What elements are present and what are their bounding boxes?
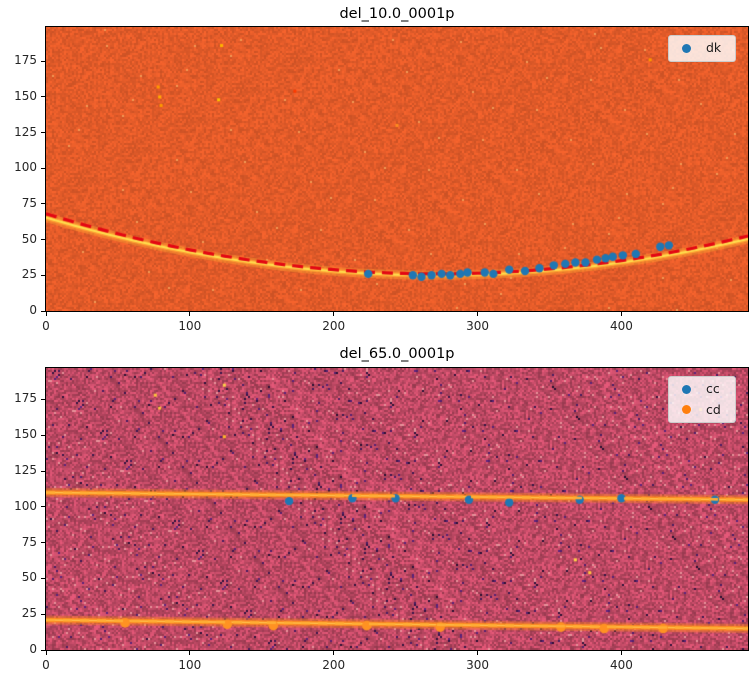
x-tick-label: 300 bbox=[466, 658, 489, 672]
legend-marker-cd-icon bbox=[682, 405, 691, 415]
x-tick-label: 200 bbox=[322, 319, 346, 333]
x-tick-label: 200 bbox=[322, 658, 346, 672]
y-tick-label: 75 bbox=[21, 195, 37, 210]
subplot-bottom-heatmap bbox=[45, 367, 749, 651]
y-tick-label: 50 bbox=[21, 231, 37, 246]
y-tick-label: 150 bbox=[14, 88, 37, 103]
y-tick-mark bbox=[41, 60, 45, 62]
x-tick-label: 0 bbox=[42, 319, 50, 333]
x-tick-mark bbox=[333, 312, 335, 316]
y-tick-mark bbox=[41, 434, 45, 436]
y-tick-label: 125 bbox=[14, 463, 37, 478]
legend-label-cc: cc bbox=[706, 381, 720, 396]
legend-label-dk: dk bbox=[706, 40, 722, 55]
subplot-top-heatmap bbox=[45, 26, 749, 312]
x-tick-label: 100 bbox=[178, 319, 202, 333]
y-tick-mark bbox=[41, 167, 45, 169]
x-tick-mark bbox=[45, 312, 47, 316]
x-tick-label: 300 bbox=[466, 319, 489, 333]
y-tick-label: 0 bbox=[29, 303, 37, 317]
subplot-top-legend: dk bbox=[668, 35, 737, 62]
y-tick-mark bbox=[41, 96, 45, 98]
x-tick-label: 400 bbox=[609, 658, 633, 672]
x-tick-mark bbox=[477, 651, 479, 655]
y-tick-mark bbox=[41, 506, 45, 508]
x-tick-mark bbox=[620, 312, 622, 316]
legend-entry-cc: cc bbox=[682, 381, 721, 396]
x-tick-mark bbox=[189, 312, 191, 316]
x-tick-label: 400 bbox=[609, 319, 633, 333]
y-tick-mark bbox=[41, 613, 45, 615]
x-tick-mark bbox=[45, 651, 47, 655]
y-tick-label: 25 bbox=[21, 606, 37, 621]
y-tick-label: 50 bbox=[21, 570, 37, 585]
legend-marker-cc-icon bbox=[682, 384, 691, 394]
y-tick-mark bbox=[41, 239, 45, 241]
x-tick-label: 0 bbox=[42, 658, 50, 672]
y-tick-label: 25 bbox=[21, 267, 37, 282]
x-tick-label: 100 bbox=[178, 658, 202, 672]
legend-entry-cd: cd bbox=[682, 401, 721, 417]
y-tick-mark bbox=[41, 310, 45, 312]
legend-label-cd: cd bbox=[706, 401, 721, 417]
y-tick-mark bbox=[41, 470, 45, 472]
legend-entry-dk: dk bbox=[682, 40, 722, 55]
x-tick-mark bbox=[189, 651, 191, 655]
y-tick-mark bbox=[41, 132, 45, 134]
y-tick-label: 100 bbox=[14, 160, 37, 175]
y-tick-label: 100 bbox=[14, 498, 37, 513]
y-tick-label: 175 bbox=[14, 53, 37, 68]
y-tick-label: 175 bbox=[14, 391, 37, 406]
y-tick-label: 0 bbox=[29, 642, 37, 656]
subplot-bottom-title: del_65.0_0001p bbox=[339, 346, 455, 362]
y-tick-label: 75 bbox=[21, 534, 37, 549]
x-tick-mark bbox=[620, 651, 622, 655]
y-tick-mark bbox=[41, 577, 45, 579]
y-tick-mark bbox=[41, 542, 45, 544]
x-tick-mark bbox=[333, 651, 335, 655]
legend-marker-dk-icon bbox=[682, 43, 691, 53]
y-tick-label: 125 bbox=[14, 124, 37, 139]
y-tick-label: 150 bbox=[14, 427, 37, 442]
x-tick-mark bbox=[477, 312, 479, 316]
subplot-bottom-legend: cc cd bbox=[668, 376, 736, 423]
y-tick-mark bbox=[41, 649, 45, 651]
y-tick-mark bbox=[41, 274, 45, 276]
y-tick-mark bbox=[41, 203, 45, 205]
y-tick-mark bbox=[41, 398, 45, 400]
subplot-top-title: del_10.0_0001p bbox=[339, 6, 455, 22]
